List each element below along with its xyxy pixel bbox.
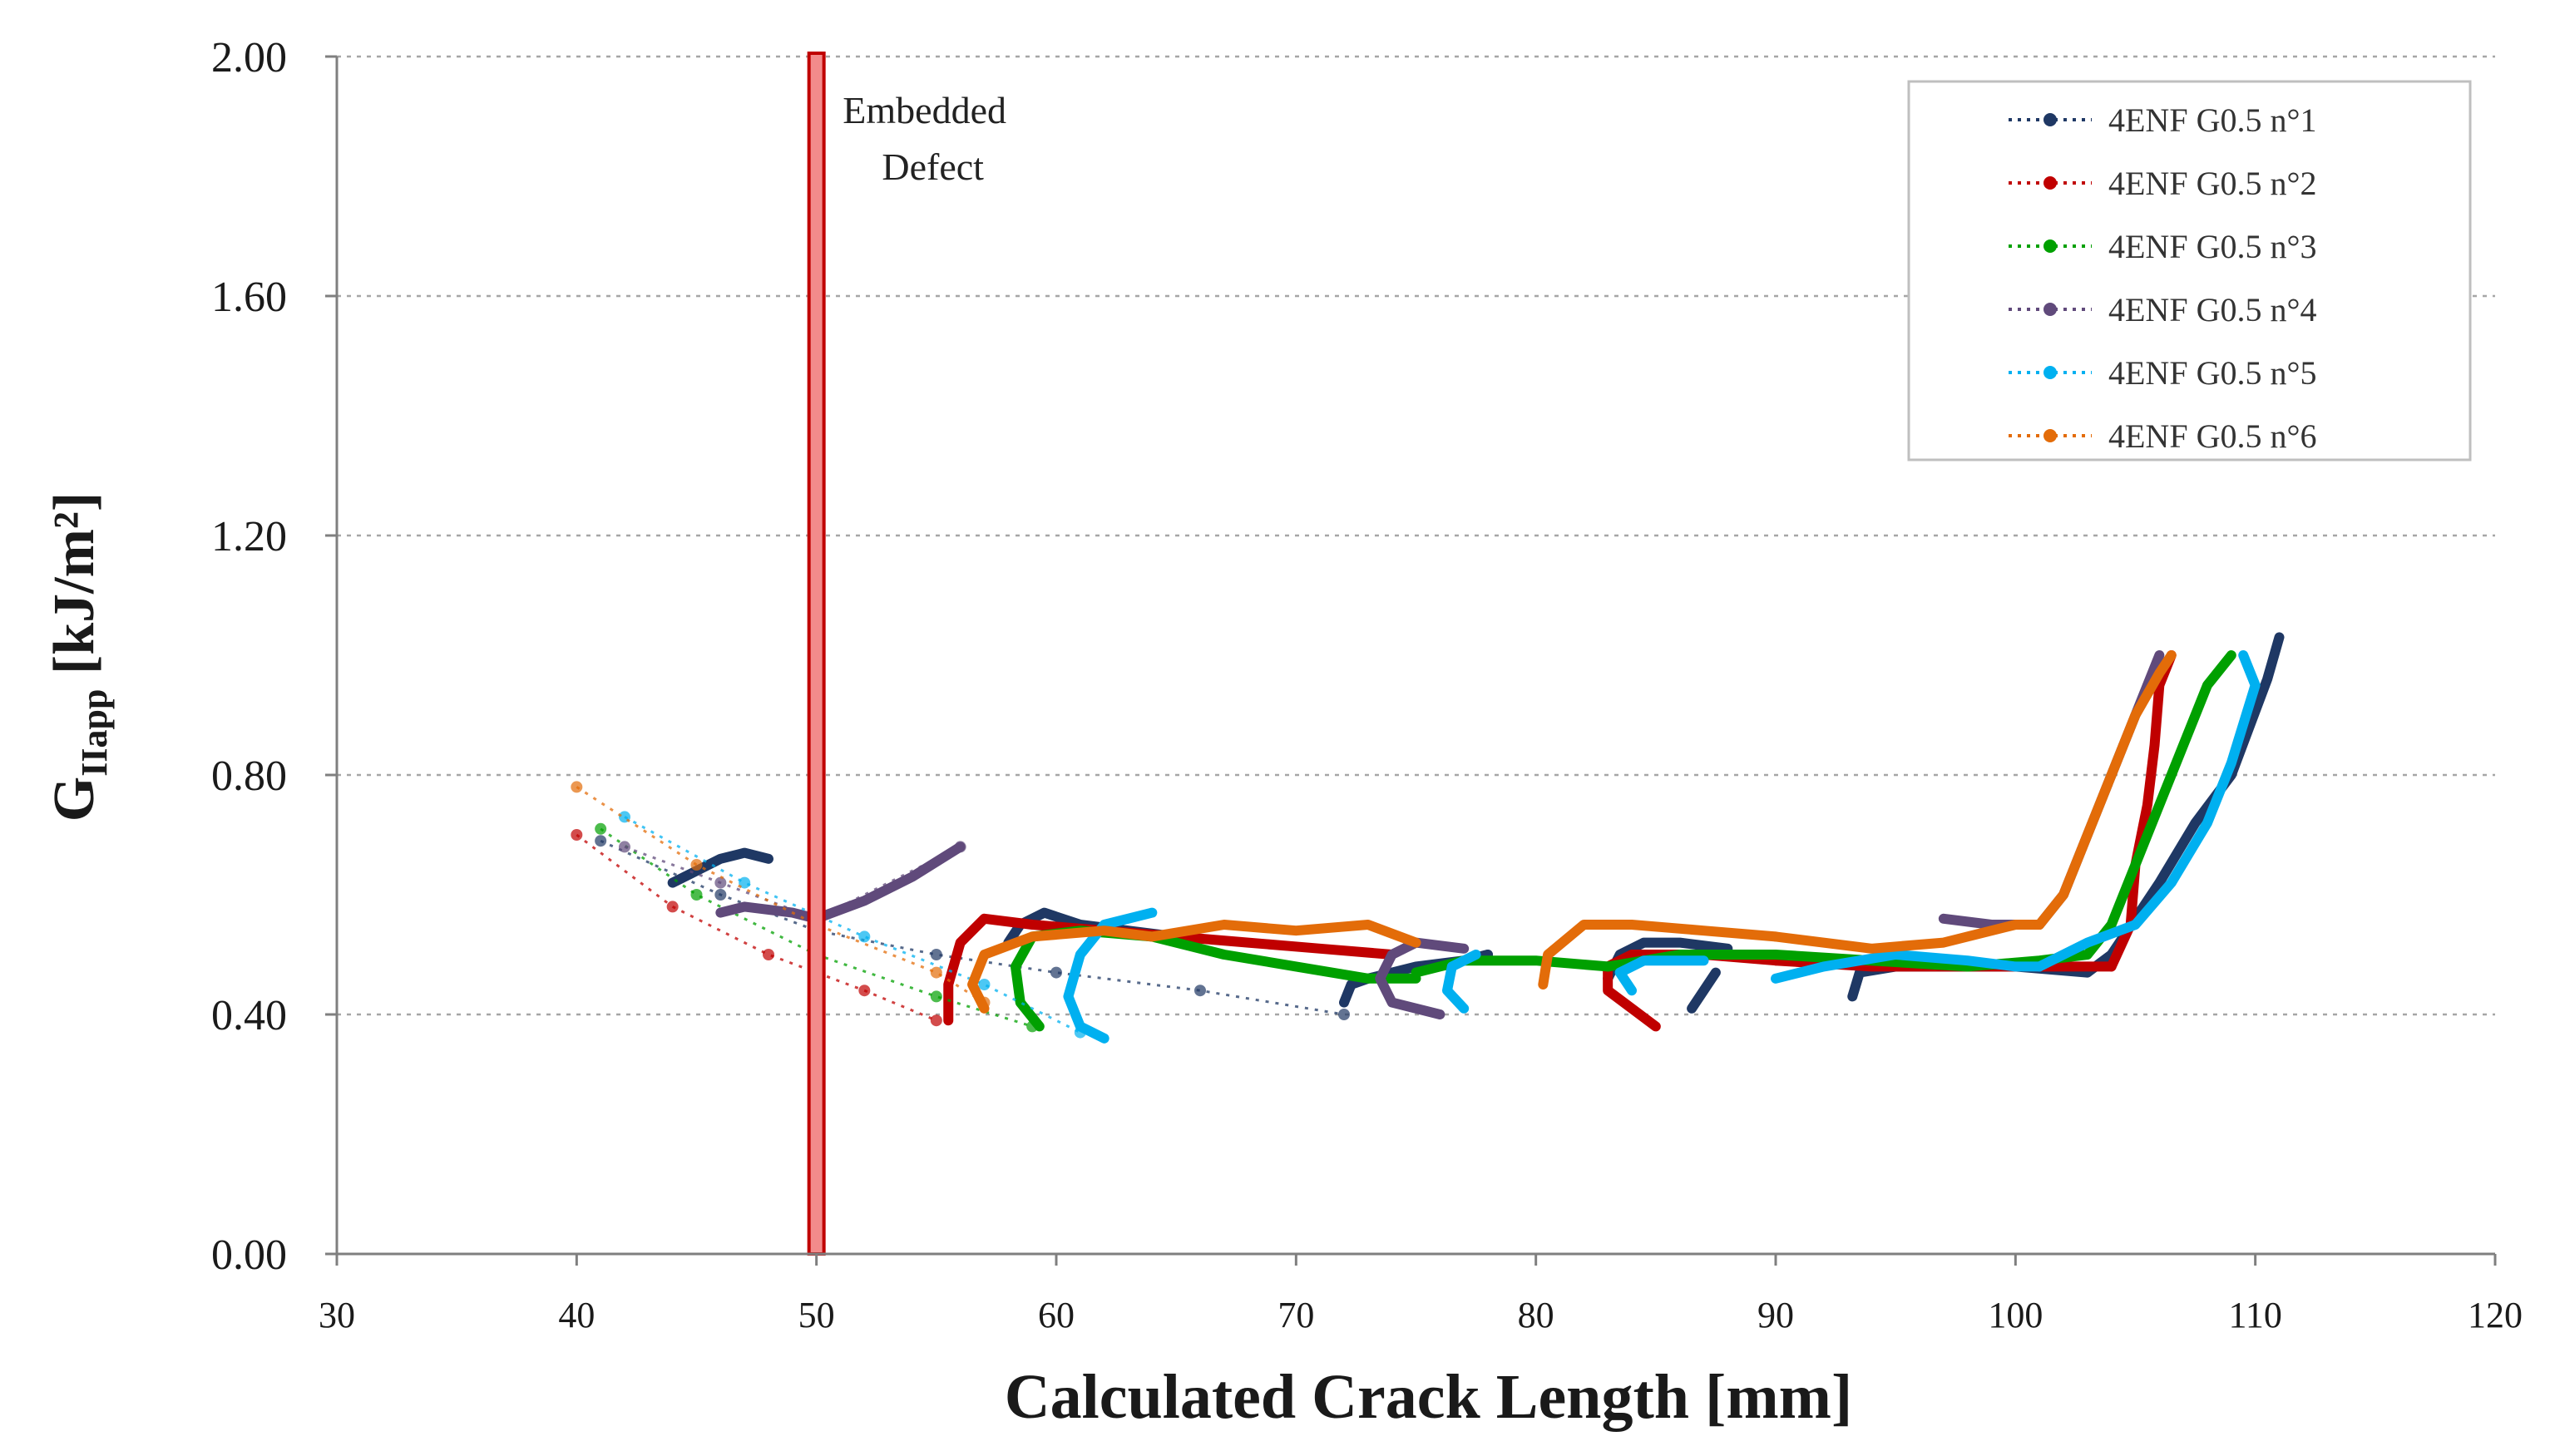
legend-swatch-marker-6 bbox=[2043, 429, 2057, 442]
series-6-segment-2 bbox=[1538, 920, 1781, 990]
series-2-trend-point-4 bbox=[930, 1014, 942, 1027]
y-tick-label-2: 0.80 bbox=[211, 753, 287, 800]
series-6-segment-1 bbox=[1147, 920, 1421, 948]
embedded-defect-bar bbox=[807, 52, 826, 1256]
x-tick-label-7: 100 bbox=[1988, 1295, 2043, 1335]
y-tick-label-3: 1.20 bbox=[211, 513, 287, 560]
series-2-trendline bbox=[576, 833, 937, 1022]
legend-item-3: 4ENF G0.5 n°3 bbox=[2009, 228, 2316, 265]
x-tick-label-5: 80 bbox=[1518, 1295, 1554, 1335]
annotation-label-line1: Embedded bbox=[843, 89, 1006, 131]
series-5-trendline bbox=[624, 816, 1081, 1034]
y-axis-title-subscript: IIapp bbox=[74, 689, 115, 777]
legend: 4ENF G0.5 n°1 4ENF G0.5 n°2 4ENF G0.5 n°3 4… bbox=[1907, 80, 2472, 461]
series-5-segment-2 bbox=[1614, 955, 1709, 996]
x-tick-label-2: 50 bbox=[798, 1295, 835, 1335]
legend-swatch-marker-4 bbox=[2043, 303, 2057, 316]
legend-swatch-marker-1 bbox=[2043, 113, 2057, 126]
series-6-segment-4 bbox=[2034, 650, 2177, 930]
series-1-segment-0 bbox=[667, 847, 773, 888]
series-5-segment-4 bbox=[2034, 650, 2261, 972]
series-layer bbox=[571, 632, 2285, 1044]
axes: 0.00 0.40 0.80 1.20 1.60 2.00 30 40 50 60 70 80 90 10… bbox=[42, 34, 2523, 1432]
series-3-trend-point-1 bbox=[690, 889, 703, 901]
legend-item-1: 4ENF G0.5 n°1 bbox=[2009, 101, 2316, 139]
series-5-trend-point-1 bbox=[739, 876, 751, 889]
legend-label-4: 4ENF G0.5 n°4 bbox=[2108, 291, 2316, 328]
series-2-segment-0 bbox=[943, 913, 1109, 1026]
series-1-trend-point-0 bbox=[595, 835, 607, 847]
legend-item-5: 4ENF G0.5 n°5 bbox=[2009, 354, 2316, 392]
annotation-label-line2: Defect bbox=[882, 146, 984, 188]
series-6-segment-0 bbox=[967, 925, 1158, 1014]
y-tick-label-0: 0.00 bbox=[211, 1231, 287, 1279]
y-tick-label-4: 1.60 bbox=[211, 274, 287, 321]
series-1-trend-point-1 bbox=[714, 889, 727, 901]
series-2-trend-point-3 bbox=[858, 985, 871, 997]
series-4-segment-1 bbox=[1375, 937, 1470, 1019]
series-4-trend-point-0 bbox=[619, 841, 630, 853]
series-6-trend-point-0 bbox=[571, 781, 583, 793]
legend-box bbox=[1907, 80, 2472, 461]
x-tick-label-4: 70 bbox=[1277, 1295, 1314, 1335]
y-axis-title-unit: [kJ/m²] bbox=[42, 492, 106, 689]
legend-item-2: 4ENF G0.5 n°2 bbox=[2009, 165, 2316, 202]
y-tick-label-5: 2.00 bbox=[211, 34, 287, 81]
series-2-trend-point-2 bbox=[763, 949, 774, 960]
x-tick-label-8: 110 bbox=[2228, 1295, 2281, 1335]
legend-item-6: 4ENF G0.5 n°6 bbox=[2009, 417, 2316, 455]
legend-label-6: 4ENF G0.5 n°6 bbox=[2108, 417, 2316, 455]
series-6 bbox=[571, 650, 2177, 1014]
series-5-trend-point-2 bbox=[858, 930, 871, 943]
y-axis-title: GIIapp [kJ/m²] bbox=[42, 492, 115, 822]
series-3-trend-point-3 bbox=[930, 990, 942, 1003]
series-5 bbox=[619, 650, 2261, 1044]
x-axis-title: Calculated Crack Length [mm] bbox=[1005, 1362, 1853, 1432]
y-tick-label-1: 0.40 bbox=[211, 992, 287, 1039]
legend-label-2: 4ENF G0.5 n°2 bbox=[2108, 165, 2316, 202]
series-5-segment-3 bbox=[1771, 950, 2045, 984]
series-4-trend-point-1 bbox=[714, 876, 727, 889]
series-1-segment-5 bbox=[1687, 967, 1721, 1014]
series-3-segment-2 bbox=[1411, 955, 1614, 978]
series-6-trendline bbox=[576, 786, 986, 1004]
annotation-layer: Embedded Defect bbox=[807, 52, 1006, 1256]
x-tick-label-1: 40 bbox=[558, 1295, 595, 1335]
legend-label-3: 4ENF G0.5 n°3 bbox=[2108, 228, 2316, 265]
x-tick-label-6: 90 bbox=[1757, 1295, 1794, 1335]
series-5-segment-1 bbox=[1441, 950, 1481, 1014]
legend-swatch-marker-5 bbox=[2043, 366, 2057, 379]
x-tick-label-3: 60 bbox=[1038, 1295, 1075, 1335]
series-6-segment-3 bbox=[1771, 920, 2045, 954]
series-5-trend-point-3 bbox=[978, 979, 991, 990]
series-2-trend-point-1 bbox=[666, 901, 679, 913]
series-4-trendline bbox=[624, 845, 961, 920]
series-1-trend-point-4 bbox=[1050, 966, 1062, 979]
series-5-segment-0 bbox=[1063, 907, 1158, 1044]
series-1-trend-point-5 bbox=[1194, 985, 1206, 997]
series-1-trend-point-6 bbox=[1338, 1009, 1350, 1020]
series-2-trend-point-0 bbox=[571, 829, 583, 841]
x-tick-label-0: 30 bbox=[319, 1295, 355, 1335]
series-6-trend-point-3 bbox=[930, 966, 942, 979]
series-3-trend-point-0 bbox=[595, 822, 607, 835]
series-3 bbox=[595, 650, 2236, 1033]
legend-label-5: 4ENF G0.5 n°5 bbox=[2108, 354, 2316, 392]
series-1-trend-point-3 bbox=[930, 949, 942, 960]
x-tick-label-9: 120 bbox=[2468, 1295, 2523, 1335]
y-axis-title-main: G bbox=[42, 777, 106, 822]
legend-swatch-marker-2 bbox=[2043, 176, 2057, 190]
legend-item-4: 4ENF G0.5 n°4 bbox=[2009, 291, 2316, 328]
legend-swatch-marker-3 bbox=[2043, 239, 2057, 253]
legend-label-1: 4ENF G0.5 n°1 bbox=[2108, 101, 2316, 139]
series-6-trend-point-1 bbox=[690, 859, 703, 871]
